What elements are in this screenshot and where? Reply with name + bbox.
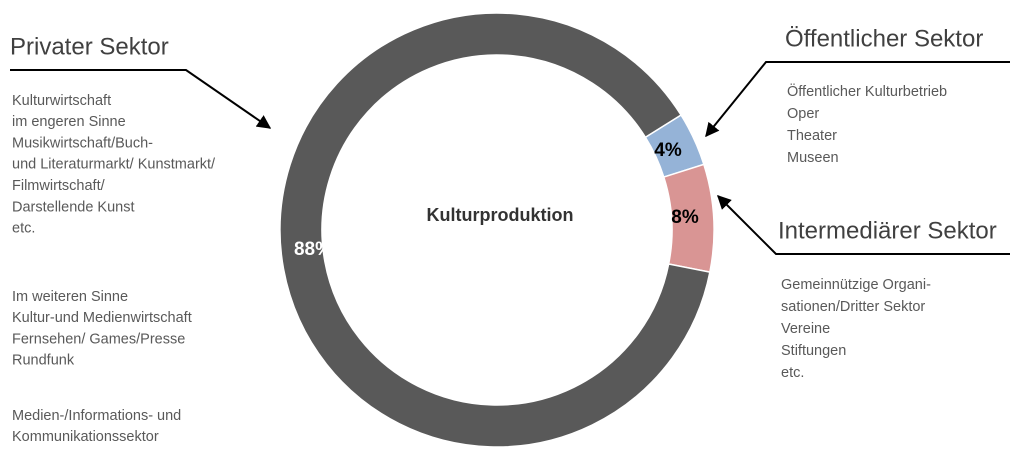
value-label: 8% bbox=[671, 207, 699, 228]
sector-description: Im weiteren Sinne bbox=[12, 289, 128, 305]
sector-title: Intermediärer Sektor bbox=[778, 217, 997, 244]
private-arrow bbox=[10, 69, 272, 129]
sector-description: Medien-/Informations- und bbox=[12, 408, 181, 424]
sector-description: Museen bbox=[787, 150, 839, 166]
intermediary-arrow bbox=[717, 195, 1010, 255]
sector-description: Stiftungen bbox=[781, 343, 846, 359]
sector-description: Theater bbox=[787, 128, 837, 144]
sector-description: Kulturwirtschaft bbox=[12, 93, 111, 109]
sector-description: Darstellende Kunst bbox=[12, 199, 135, 215]
public-arrow bbox=[705, 61, 1010, 138]
value-label: 88% bbox=[294, 239, 332, 260]
sector-description: Vereine bbox=[781, 321, 830, 337]
sector-description: Filmwirtschaft/ bbox=[12, 178, 106, 194]
sector-title: Privater Sektor bbox=[10, 33, 169, 60]
connectors bbox=[10, 61, 1010, 255]
sector-description: Rundfunk bbox=[12, 353, 75, 369]
sector-description: sationen/Dritter Sektor bbox=[781, 299, 925, 315]
sector-description: Kommunikationssektor bbox=[12, 429, 159, 445]
sector-description: Kultur-und Medienwirtschaft bbox=[12, 310, 192, 326]
sector-description: Fernsehen/ Games/Presse bbox=[12, 331, 185, 347]
sector-description: Gemeinnützige Organi- bbox=[781, 277, 931, 293]
center-label: Kulturproduktion bbox=[427, 205, 574, 225]
sector-description: Musikwirtschaft/Buch- bbox=[12, 135, 153, 151]
sector-description: Öffentlicher Kulturbetrieb bbox=[787, 82, 947, 100]
sector-description: im engeren Sinne bbox=[12, 114, 126, 130]
value-label: 4% bbox=[654, 140, 682, 161]
sector-description: etc. bbox=[12, 221, 35, 237]
sector-description: Oper bbox=[787, 106, 819, 122]
sector-title: Öffentlicher Sektor bbox=[785, 25, 983, 52]
sector-description: und Literaturmarkt/ Kunstmarkt/ bbox=[12, 157, 216, 173]
sector-description: etc. bbox=[781, 365, 804, 381]
donut-segment bbox=[279, 12, 711, 448]
